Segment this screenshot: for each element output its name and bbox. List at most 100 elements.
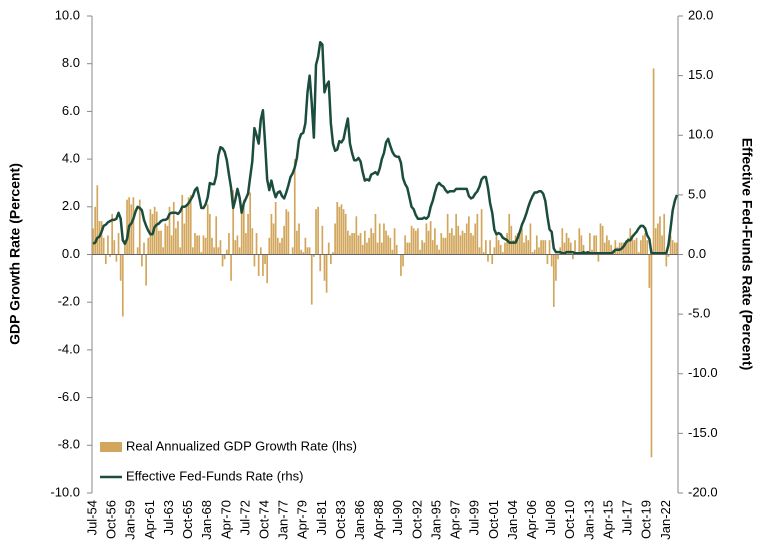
bar — [172, 202, 175, 255]
bar — [395, 244, 398, 255]
bar — [652, 68, 655, 255]
bar — [527, 240, 530, 255]
bar — [374, 213, 377, 255]
y-tick-label: 6.0 — [62, 103, 80, 118]
x-tick-label: Jan-59 — [123, 500, 138, 540]
bar — [330, 254, 332, 265]
bar — [533, 249, 536, 255]
bar — [661, 235, 663, 255]
bar — [117, 233, 120, 255]
x-tick-label: Oct-92 — [409, 500, 424, 539]
bar — [550, 254, 553, 267]
bar — [100, 221, 103, 255]
bar — [141, 254, 143, 267]
bar — [633, 240, 636, 255]
bar — [468, 216, 470, 255]
x-tick-label: Jan-95 — [428, 500, 443, 540]
x-tick-label: Jan-77 — [276, 500, 291, 540]
bar — [217, 247, 220, 255]
y2-tick-label: 10.0 — [688, 127, 713, 142]
bar — [552, 254, 555, 307]
bar — [493, 247, 496, 255]
bar — [610, 244, 612, 255]
bar — [436, 244, 438, 255]
x-tick-label: Apr-06 — [524, 500, 539, 539]
x-tick-label: Apr-97 — [448, 500, 463, 539]
bar — [569, 242, 572, 255]
bar — [306, 247, 309, 255]
x-tick-label: Jul-54 — [84, 500, 99, 535]
bar — [380, 242, 383, 255]
bar — [582, 244, 585, 255]
y-tick-label: 0.0 — [62, 246, 80, 261]
bar — [637, 252, 640, 255]
bar — [272, 223, 275, 255]
bar — [104, 254, 107, 265]
bar — [94, 206, 97, 255]
bar — [408, 242, 411, 255]
bar — [391, 249, 394, 255]
bar — [446, 213, 449, 255]
bar — [194, 233, 196, 255]
bar — [631, 235, 634, 255]
bar — [665, 254, 668, 267]
bar — [96, 185, 99, 255]
bar — [482, 252, 485, 255]
bar — [491, 254, 494, 265]
bar — [102, 237, 105, 255]
y-tick-label: 10.0 — [55, 7, 80, 22]
bar — [138, 199, 141, 255]
bar — [580, 235, 583, 255]
x-tick-label: Jul-90 — [390, 500, 405, 535]
bar — [234, 240, 237, 255]
bar — [540, 240, 542, 255]
bar — [338, 206, 341, 255]
bar — [593, 235, 595, 255]
y-tick-label: 2.0 — [62, 198, 80, 213]
bar — [442, 237, 445, 255]
bar — [211, 237, 213, 255]
y2-tick-label: 15.0 — [688, 67, 713, 82]
y2-tick-label: -5.0 — [688, 306, 710, 321]
bar — [349, 235, 351, 255]
bar — [164, 223, 167, 255]
bar — [361, 244, 364, 255]
bar — [366, 242, 368, 255]
x-tick-label: Jan-22 — [658, 500, 673, 540]
bar — [425, 223, 428, 255]
bar — [669, 235, 672, 255]
bar — [480, 209, 483, 255]
bar — [279, 242, 281, 255]
x-tick-label: Oct-01 — [486, 500, 501, 539]
bar — [671, 240, 674, 255]
bar — [257, 254, 260, 276]
x-tick-label: Oct-19 — [639, 500, 654, 539]
bar — [627, 237, 629, 255]
bar — [130, 204, 133, 255]
bar — [175, 228, 177, 255]
bar — [654, 228, 657, 255]
bar — [546, 254, 549, 265]
bar — [296, 230, 298, 255]
bar — [287, 211, 290, 255]
bar — [608, 240, 610, 255]
y-tick-label: 4.0 — [62, 151, 80, 166]
bar — [298, 223, 300, 255]
y-tick-label: -8.0 — [58, 437, 80, 452]
bar — [444, 237, 447, 255]
bar — [385, 230, 387, 255]
y2-tick-label: -10.0 — [688, 365, 718, 380]
bar — [111, 213, 114, 255]
bar — [225, 249, 228, 255]
x-tick-label: Oct-10 — [562, 500, 577, 539]
bar — [504, 242, 506, 255]
bar — [113, 240, 116, 255]
bar — [565, 233, 568, 255]
bar — [648, 254, 651, 288]
bar — [606, 235, 608, 255]
bar — [293, 159, 296, 255]
bar — [495, 235, 498, 255]
bar — [132, 197, 135, 255]
bar — [283, 225, 285, 255]
